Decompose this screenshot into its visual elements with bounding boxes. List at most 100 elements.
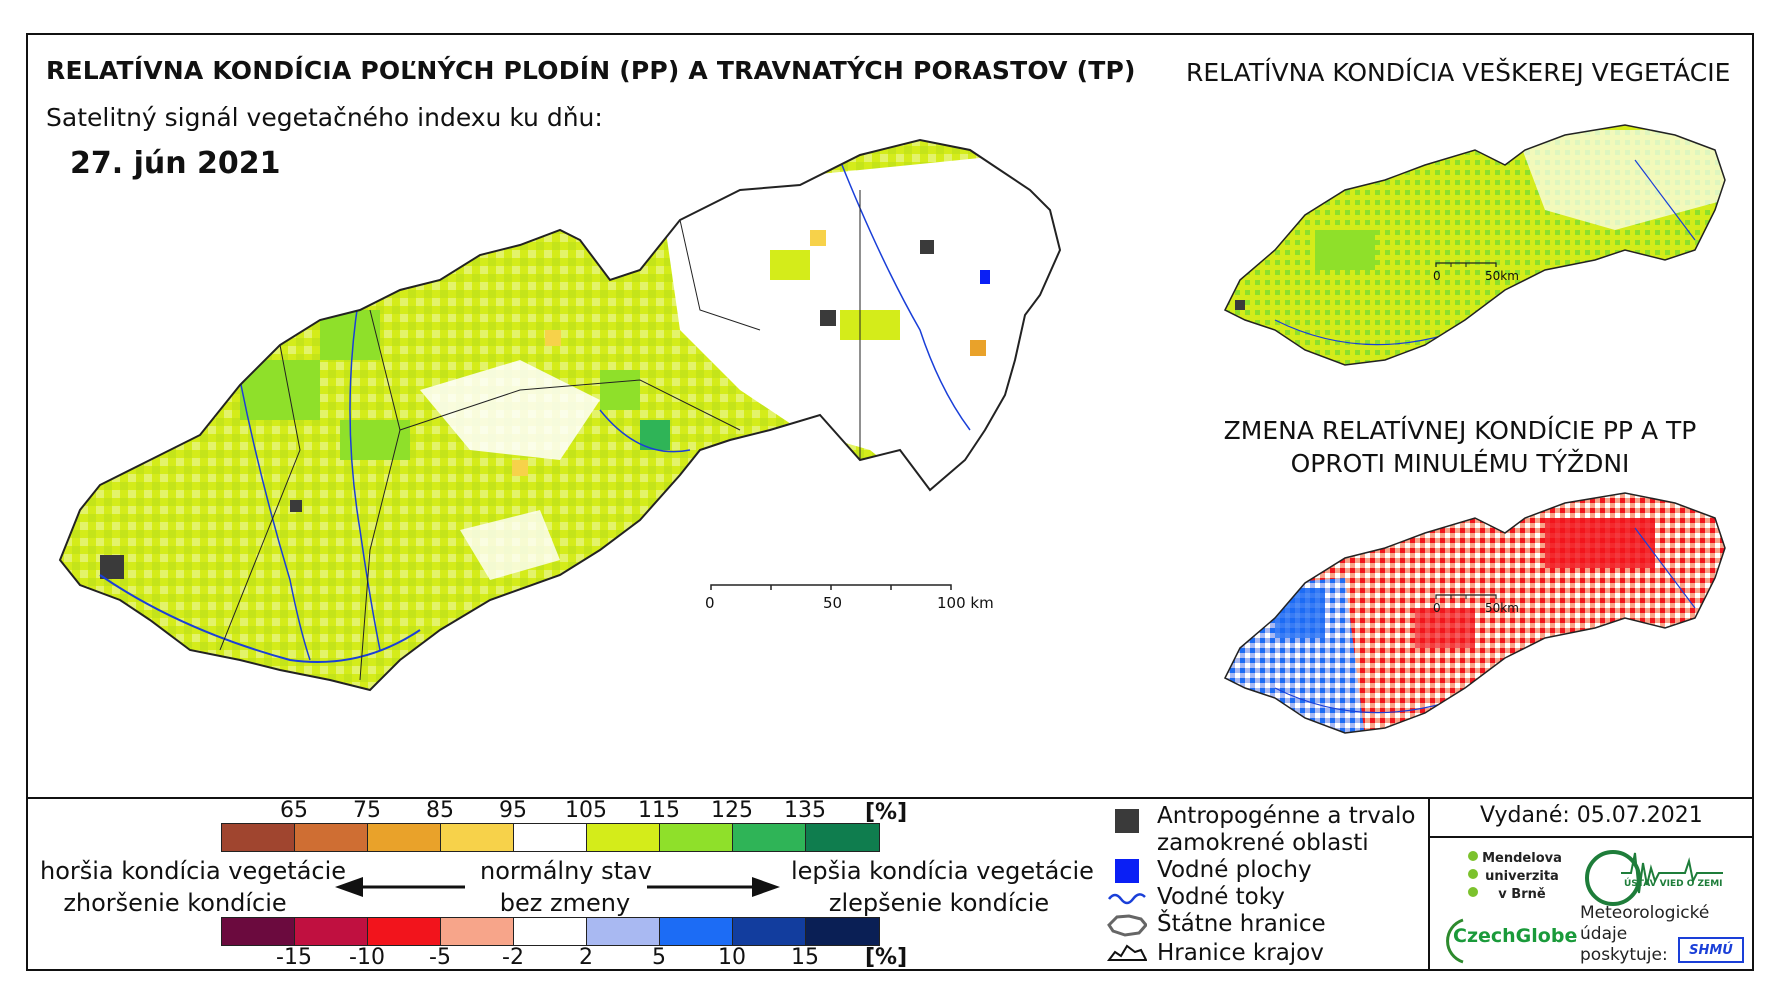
legend-state-border: Štátne hranice [1107,911,1326,937]
anthropogenic-label: Antropogénne a trvalo zamokrené oblasti [1157,803,1416,856]
condition-color-ramp [221,823,880,852]
change-tick-label: -15 [276,945,312,970]
better-condition-text: lepšia kondícia vegetácie [791,857,1094,885]
condition-swatch [514,824,587,851]
change-tick-label: 5 [652,945,666,970]
meteo-line2: údaje [1580,924,1628,944]
water-bodies-swatch [1107,857,1147,883]
worsening-text: zhoršenie kondície [63,889,287,917]
bottom-scalebar: 0 50km [1433,594,1519,615]
condition-tick-label: 125 [711,798,753,823]
worse-label: horšia kondícia vegetácie zhoršenie kond… [40,857,347,917]
czechglobe-logo: CzechGlobe [1453,925,1578,947]
scalebar-bottom-0: 0 [1433,601,1441,615]
condition-tick-label: 135 [784,798,826,823]
issued-divider [1428,836,1754,838]
mendel-line3: v Brně [1498,887,1546,902]
date-label: 27. jún 2021 [70,146,281,181]
region-border-icon [1107,940,1148,966]
mendel-logo: Mendelova univerzita v Brně [1482,850,1562,904]
better-label: lepšia kondícia vegetácie zlepšenie kond… [791,857,1094,917]
scalebar-main-100: 100 km [937,594,994,612]
mendel-line2: univerzita [1485,869,1559,884]
change-color-ramp [221,917,880,946]
region-border-label: Hranice krajov [1157,940,1324,966]
condition-tick-label: 115 [638,798,680,823]
condition-tick-label: 105 [565,798,607,823]
legend-divider-vertical [1428,797,1430,971]
top-scalebar: 0 50km [1433,262,1519,283]
condition-tick-label: 75 [353,798,381,823]
mendel-dots-icon [1468,851,1478,897]
ustav-vied-logo-icon [1585,850,1723,906]
change-tick-label: 10 [718,945,746,970]
issued-date: Vydané: 05.07.2021 [1480,803,1703,828]
change-swatch [441,918,514,945]
change-swatch [660,918,733,945]
all-vegetation-title: RELATÍVNA KONDÍCIA VEŠKEREJ VEGETÁCIE [1186,58,1731,87]
condition-tick-label: 65 [280,798,308,823]
czechglobe-arc-icon [1446,918,1464,964]
change-swatch [222,918,295,945]
change-map: 0 50km [1224,492,1726,734]
water-bodies-label: Vodné plochy [1157,857,1312,883]
change-title: ZMENA RELATÍVNEJ KONDÍCIE PP A TP OPROTI… [1200,414,1720,480]
figure-frame [26,33,1754,971]
condition-swatch [806,824,879,851]
change-swatch [587,918,660,945]
direction-arrows [335,877,780,897]
condition-swatch [733,824,806,851]
right-arrow-icon [752,877,780,897]
legend-divider [26,797,1754,799]
change-unit: [%] [865,945,908,970]
worse-condition-text: horšia kondícia vegetácie [40,857,347,885]
ustav-vied-text: ÚSTAV VIED O ZEMI [1624,879,1723,889]
scalebar-bottom-50: 50km [1485,601,1519,615]
condition-swatch [295,824,368,851]
condition-tick-label: 95 [499,798,527,823]
change-swatch [733,918,806,945]
left-arrow-icon [335,877,363,897]
state-border-label: Štátne hranice [1157,911,1326,937]
scalebar-top-50: 50km [1485,269,1519,283]
change-tick-label: 15 [791,945,819,970]
change-tick-label: -2 [502,945,524,970]
change-swatch [295,918,368,945]
condition-tick-label: 85 [426,798,454,823]
normal-label: normálny stav bez zmeny [480,857,652,917]
condition-swatch [222,824,295,851]
main-scalebar: 0 50 100 km [705,584,994,612]
condition-swatch [368,824,441,851]
normal-state-text: normálny stav [480,857,652,885]
condition-swatch [587,824,660,851]
condition-swatch [441,824,514,851]
change-tick-label: -10 [349,945,385,970]
main-title: RELATÍVNA KONDÍCIA POĽNÝCH PLODÍN (PP) A… [46,56,1136,85]
improvement-text: zlepšenie kondície [828,889,1050,917]
river-line-icon [1107,884,1147,910]
scalebar-main-0: 0 [705,594,715,612]
meteo-line1: Meteorologické [1580,903,1710,923]
all-vegetation-map: 0 50km [1224,124,1726,366]
meteo-line3: poskytuje: [1580,945,1668,965]
change-swatch [514,918,587,945]
rivers-label: Vodné toky [1157,884,1285,910]
state-border-icon [1107,911,1148,937]
no-change-text: bez zmeny [499,889,631,917]
legend-anthropogenic: Antropogénne a trvalo zamokrené oblasti [1107,803,1427,857]
scalebar-main-50: 50 [823,594,842,612]
condition-swatch [660,824,733,851]
main-map: 0 50 100 km [59,139,1061,691]
change-swatch [806,918,879,945]
change-title-line1: ZMENA RELATÍVNEJ KONDÍCIE PP A TP [1223,416,1697,445]
legend-rivers: Vodné toky [1107,884,1285,910]
legend-region-border: Hranice krajov [1107,940,1324,966]
change-tick-label: 2 [579,945,593,970]
condition-unit: [%] [865,800,908,825]
mendel-line1: Mendelova [1482,851,1562,866]
change-tick-label: -5 [429,945,451,970]
subtitle: Satelitný signál vegetačného indexu ku d… [46,103,603,132]
shmu-logo: SHMÚ [1678,937,1744,963]
legend-water-bodies: Vodné plochy [1107,857,1312,883]
shmu-logo-text: SHMÚ [1689,942,1733,958]
